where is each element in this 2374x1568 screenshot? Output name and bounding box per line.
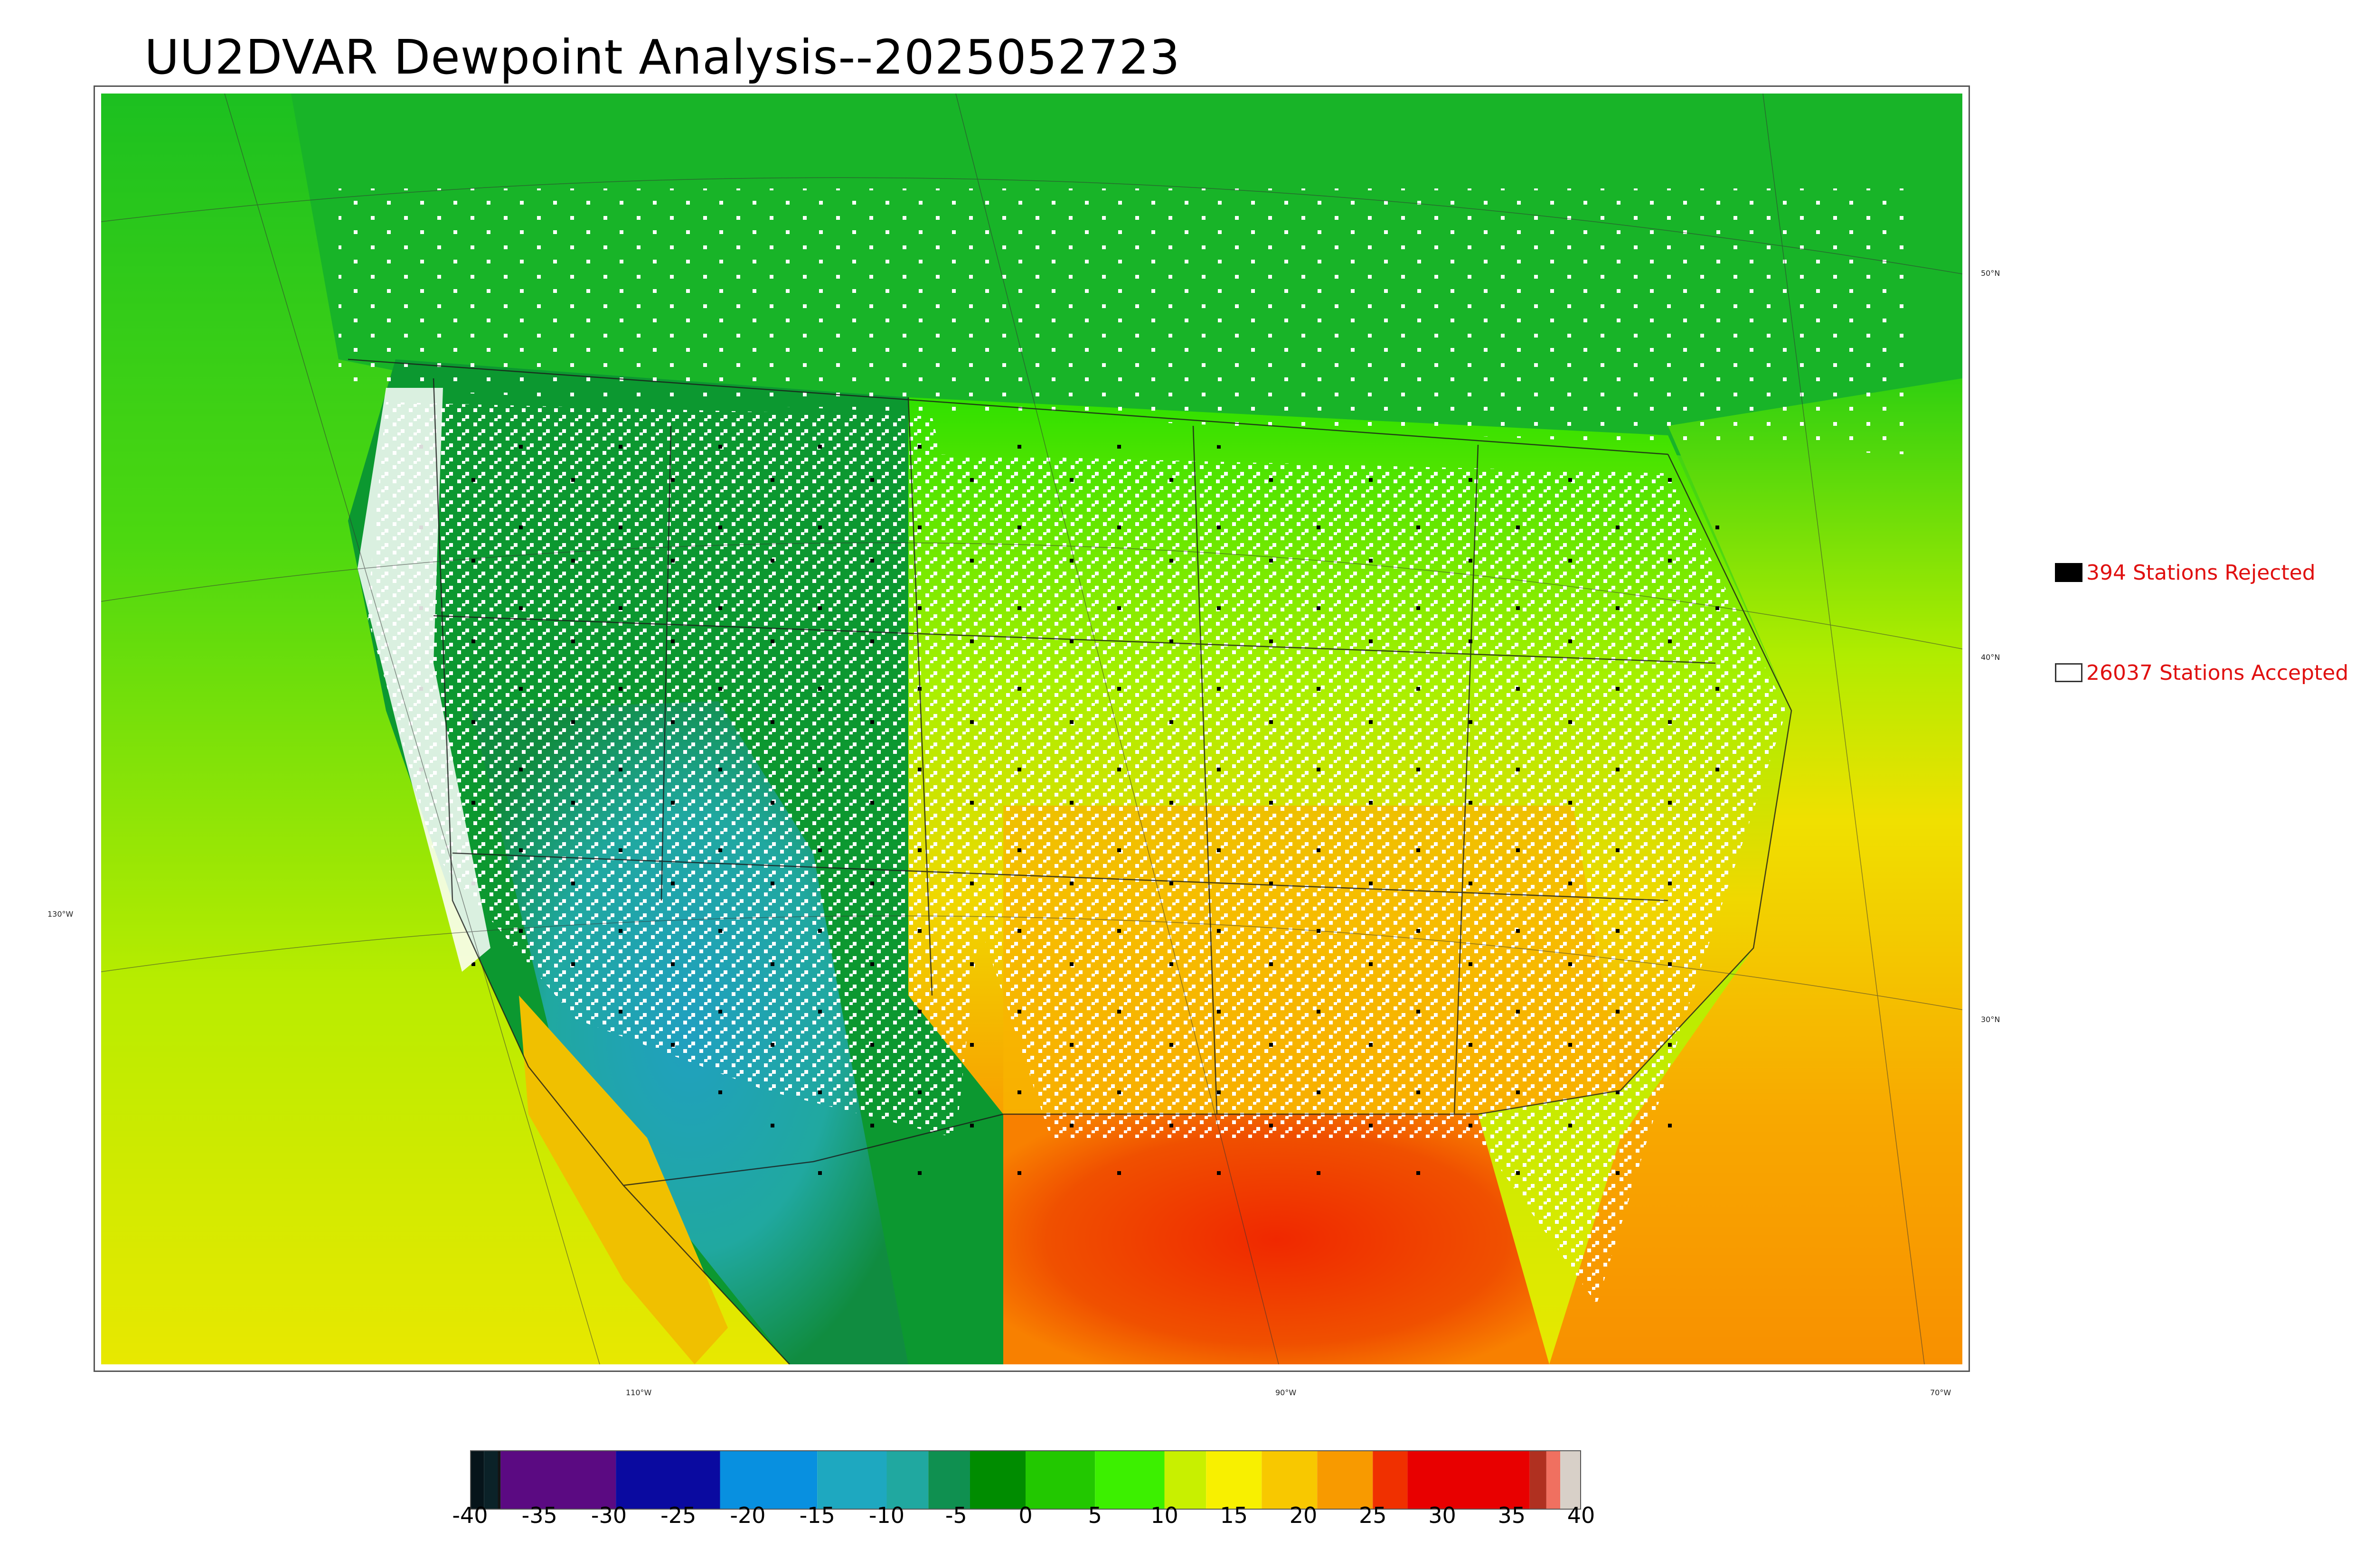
colorbar-segment-1 [484, 1450, 498, 1510]
colorbar-segment-0 [470, 1450, 484, 1510]
colorbar-segment-5 [720, 1450, 818, 1510]
stations-rejected [386, 402, 1763, 1185]
colorbar-segment-4 [616, 1450, 720, 1510]
colorbar-tick-label: -10 [868, 1502, 905, 1528]
lon-label-90w: 90°W [1275, 1388, 1297, 1397]
colorbar-tick-label: -30 [591, 1502, 627, 1528]
colorbar-segment-13 [1206, 1450, 1262, 1510]
map-frame [94, 85, 1970, 1372]
colorbar-tick-label: -25 [660, 1502, 697, 1528]
colorbar-segment-17 [1407, 1450, 1530, 1510]
colorbar-segment-9 [970, 1450, 1026, 1510]
lat-lon-gridlines [101, 94, 1962, 1364]
colorbar-tick-label: 15 [1220, 1502, 1248, 1528]
colorbar-segment-6 [817, 1450, 887, 1510]
colorbar-tick-label: 25 [1358, 1502, 1387, 1528]
lat-label-30n: 30°N [1981, 1015, 2000, 1024]
legend-accepted-label: 26037 Stations Accepted [2086, 660, 2349, 685]
colorbar-segment-2 [498, 1450, 501, 1510]
colorbar-segment-8 [928, 1450, 970, 1510]
colorbar-tick-label: 40 [1567, 1502, 1595, 1528]
colorbar-tick-label: 10 [1150, 1502, 1178, 1528]
colorbar-segment-20 [1560, 1450, 1581, 1510]
accepted-swatch [2055, 663, 2082, 682]
colorbar-segment-12 [1164, 1450, 1206, 1510]
colorbar-segment-3 [500, 1450, 616, 1510]
colorbar-tick-label: 5 [1088, 1502, 1102, 1528]
colorbar-segment-18 [1529, 1450, 1546, 1510]
lat-label-40n: 40°N [1981, 653, 2000, 662]
colorbar-segment-16 [1373, 1450, 1408, 1510]
dewpoint-map [101, 94, 1962, 1364]
legend-accepted: 26037 Stations Accepted [2055, 660, 2349, 685]
lon-label-130w: 130°W [47, 910, 74, 919]
page-title: UU2DVAR Dewpoint Analysis--2025052723 [144, 29, 1180, 85]
colorbar-segment-14 [1262, 1450, 1318, 1510]
west-coast-station-band [358, 388, 490, 972]
rejected-swatch [2055, 563, 2082, 582]
colorbar-tick-label: -40 [452, 1502, 488, 1528]
colorbar [470, 1450, 1581, 1510]
lon-label-70w: 70°W [1930, 1388, 1951, 1397]
colorbar-tick-label: 0 [1018, 1502, 1033, 1528]
colorbar-tick-label: -35 [521, 1502, 557, 1528]
colorbar-segment-11 [1095, 1450, 1165, 1510]
colorbar-tick-label: 20 [1289, 1502, 1318, 1528]
legend-rejected-label: 394 Stations Rejected [2086, 560, 2316, 585]
colorbar-segment-7 [886, 1450, 929, 1510]
colorbar-tick-label: -5 [945, 1502, 967, 1528]
legend-rejected: 394 Stations Rejected [2055, 560, 2316, 585]
colorbar-tick-label: -15 [799, 1502, 835, 1528]
baja-field [519, 995, 728, 1364]
colorbar-tick-label: 35 [1498, 1502, 1526, 1528]
colorbar-tick-label: 30 [1428, 1502, 1456, 1528]
colorbar-segment-19 [1546, 1450, 1561, 1510]
colorbar-segment-15 [1317, 1450, 1373, 1510]
colorbar-tick-label: -20 [730, 1502, 766, 1528]
stations-accepted-canada [339, 188, 1905, 454]
lon-label-110w: 110°W [626, 1388, 652, 1397]
colorbar-segment-10 [1026, 1450, 1095, 1510]
lat-label-50n: 50°N [1981, 269, 2000, 278]
political-boundaries [348, 358, 1792, 1364]
